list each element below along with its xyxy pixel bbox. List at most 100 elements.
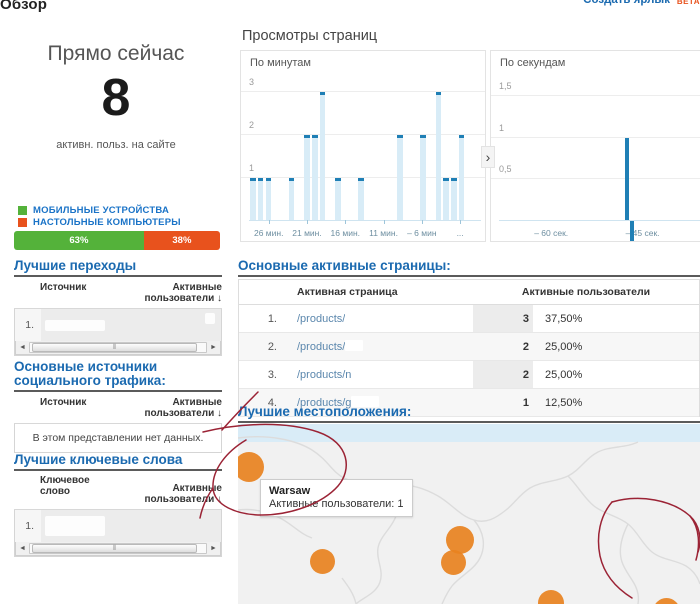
bar-slot[interactable]: [295, 75, 303, 221]
row-rank: 1.: [15, 309, 41, 341]
bar-slot[interactable]: [458, 75, 466, 221]
bar[interactable]: [257, 178, 264, 221]
locations-map[interactable]: Warsaw Активные пользователи: 1: [238, 424, 700, 604]
social-empty-message: В этом представлении нет данных.: [15, 424, 221, 452]
row-page-path[interactable]: /products/g: [285, 388, 473, 417]
bar-slot[interactable]: [303, 75, 311, 221]
bar[interactable]: [311, 135, 318, 221]
bar-slot[interactable]: [357, 75, 365, 221]
top-locations-widget: Лучшие местоположения:: [238, 404, 700, 604]
bar-slot[interactable]: [473, 75, 481, 221]
bar-slot[interactable]: [249, 75, 257, 221]
scroll-grip: ⦀: [112, 544, 117, 552]
active-users-caption: активн. польз. на сайте: [56, 139, 176, 151]
create-shortcut-link[interactable]: Создать ярлык: [583, 0, 670, 6]
bar-slot[interactable]: [442, 75, 450, 221]
bar-cap: [257, 178, 264, 182]
bar-slot[interactable]: [365, 75, 373, 221]
bar-slot[interactable]: [326, 75, 334, 221]
scroll-track[interactable]: ⦀: [29, 342, 207, 353]
bar-slot[interactable]: [435, 75, 443, 221]
scroll-thumb[interactable]: ⦀: [32, 544, 198, 553]
table-row[interactable]: 3./products/n 2 25,00%: [239, 360, 699, 389]
bar-slot[interactable]: [404, 75, 412, 221]
keywords-hscrollbar[interactable]: ◄ ⦀ ►: [15, 542, 221, 556]
scroll-left-icon[interactable]: ◄: [19, 545, 26, 552]
bar-slot[interactable]: [319, 75, 327, 221]
bar-slot[interactable]: [373, 75, 381, 221]
city-dot[interactable]: [310, 549, 335, 574]
bar-slot[interactable]: [411, 75, 419, 221]
bar[interactable]: [319, 92, 326, 221]
table-row[interactable]: 2./products/2 25,00%: [239, 332, 699, 361]
bar[interactable]: [304, 135, 310, 221]
row-page-path[interactable]: /products/: [285, 304, 473, 333]
bar-slot[interactable]: [264, 75, 272, 221]
city-dot[interactable]: [653, 598, 680, 604]
top-active-pages-widget: Основные активные страницы: Активная стр…: [238, 258, 700, 417]
legend-item-desktop[interactable]: НАСТОЛЬНЫЕ КОМПЬЮТЕРЫ: [18, 217, 181, 228]
bar[interactable]: [288, 178, 295, 221]
scroll-left-icon[interactable]: ◄: [19, 344, 26, 351]
bar[interactable]: [443, 178, 449, 221]
row-percentage: 12,50%: [533, 388, 699, 417]
y-axis-tick: 2: [249, 120, 255, 131]
bar[interactable]: [435, 92, 442, 221]
bar-slot[interactable]: [334, 75, 342, 221]
x-axis-label: – 60 сек.: [534, 228, 569, 238]
bar[interactable]: [358, 178, 364, 221]
bar-slot[interactable]: [466, 75, 474, 221]
bar-cap: [335, 178, 341, 182]
bar[interactable]: [250, 178, 256, 221]
bar-slot[interactable]: [450, 75, 458, 221]
bar-slot[interactable]: [419, 75, 427, 221]
bar[interactable]: [397, 135, 403, 221]
legend-item-mobile[interactable]: МОБИЛЬНЫЕ УСТРОЙСТВА: [18, 205, 169, 216]
bar[interactable]: [458, 135, 465, 221]
row-active-users: 3: [473, 304, 533, 333]
device-share-bar: 63% 38%: [14, 231, 220, 250]
scroll-track[interactable]: ⦀: [29, 543, 207, 554]
chevron-right-icon[interactable]: ›: [481, 146, 495, 168]
bar[interactable]: [420, 135, 426, 221]
keywords-table: 1. ◄ ⦀ ►: [14, 510, 222, 557]
x-axis-tick-bar: [629, 221, 634, 241]
bar-slot[interactable]: [288, 75, 296, 221]
bar[interactable]: [265, 178, 272, 221]
scroll-right-icon[interactable]: ►: [210, 344, 217, 351]
tooltip-metric: Активные пользователи: 1: [269, 498, 404, 510]
row-page-path[interactable]: /products/: [285, 332, 473, 361]
bar-slot[interactable]: [311, 75, 319, 221]
bar-slot[interactable]: [388, 75, 396, 221]
scroll-right-icon[interactable]: ►: [210, 545, 217, 552]
referrals-hscrollbar[interactable]: ◄ ⦀ ►: [15, 341, 221, 355]
pageviews-per-second-chart: По секундам 0,511,5 – 60 сек.– 45 сек.– …: [490, 50, 700, 242]
redacted-text: [351, 368, 422, 379]
chart-label-seconds: По секундам: [500, 57, 566, 69]
bar-slot[interactable]: [280, 75, 288, 221]
bar[interactable]: [451, 178, 457, 221]
bar-slot[interactable]: [342, 75, 350, 221]
table-row[interactable]: 4./products/g 1 12,50%: [239, 388, 699, 417]
city-dot[interactable]: [441, 550, 466, 575]
bar-slot[interactable]: [272, 75, 280, 221]
bar-slot[interactable]: [257, 75, 265, 221]
scroll-thumb[interactable]: ⦀: [32, 343, 198, 352]
row-page-path[interactable]: /products/n: [285, 360, 473, 389]
chart-label-minutes: По минутам: [250, 57, 311, 69]
pageviews-per-minute-chart: По минутам 1 2 3 26 мин. 21 мин. 16 мин. 11 м…: [240, 50, 486, 242]
table-row[interactable]: 1.: [15, 309, 221, 341]
row-percentage: 25,00%: [533, 332, 699, 361]
city-dot[interactable]: [538, 590, 564, 604]
bar-slot[interactable]: [396, 75, 404, 221]
bar-cap: [443, 178, 449, 182]
bar-slot[interactable]: [350, 75, 358, 221]
bar[interactable]: [625, 137, 630, 221]
city-dot[interactable]: [446, 526, 474, 554]
bar-slot[interactable]: [427, 75, 435, 221]
bar[interactable]: [335, 178, 341, 221]
table-row[interactable]: 1.: [15, 510, 221, 542]
bar-slot[interactable]: [380, 75, 388, 221]
table-row[interactable]: 1./products/3 37,50%: [239, 304, 699, 333]
